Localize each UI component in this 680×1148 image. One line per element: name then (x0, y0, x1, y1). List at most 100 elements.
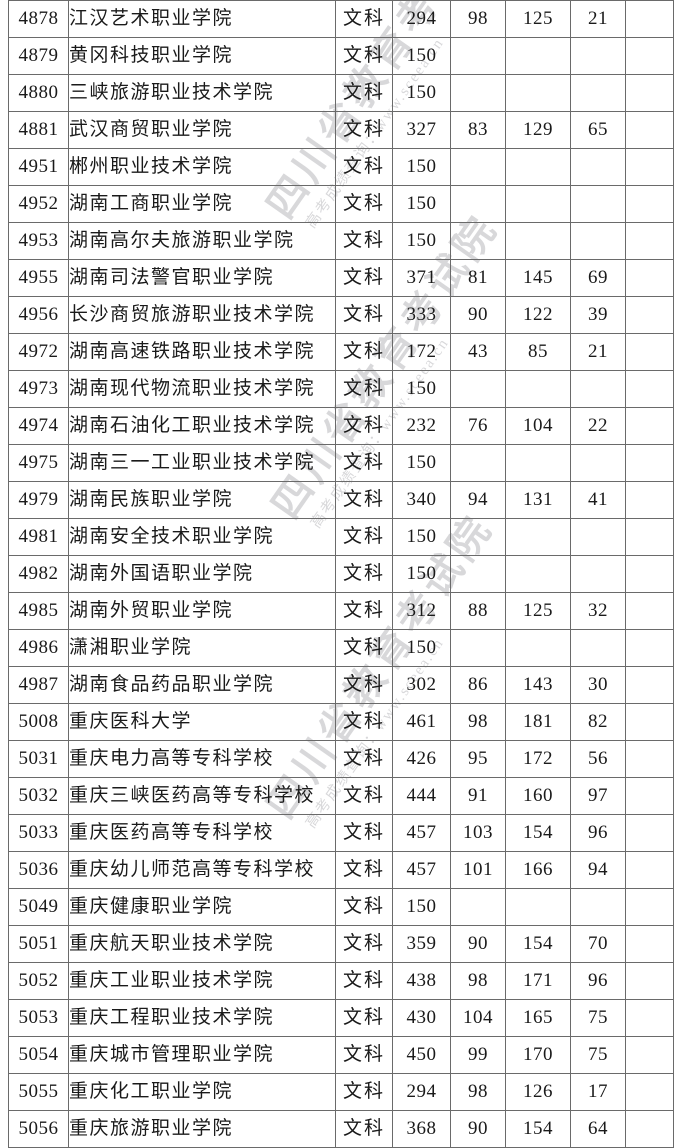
cell-score-total: 450 (392, 1036, 451, 1074)
cell-score-chinese: 98 (450, 1073, 506, 1111)
cell-school-code: 5049 (8, 888, 69, 926)
cell-score-math (570, 222, 626, 260)
cell-school-name: 湖南外国语职业学院 (68, 555, 336, 593)
cell-score-total: 438 (392, 962, 451, 1000)
cell-school-code: 4973 (8, 370, 69, 408)
cell-score-comprehensive: 125 (505, 592, 571, 630)
cell-score-total: 150 (392, 148, 451, 186)
cell-score-comprehensive (505, 555, 571, 593)
table-row: 4986 潇湘职业学院 文科 150 (8, 629, 674, 667)
cell-score-comprehensive: 145 (505, 259, 571, 297)
table-row: 4973 湖南现代物流职业技术学院 文科 150 (8, 370, 674, 408)
cell-score-math: 75 (570, 1036, 626, 1074)
cell-score-comprehensive: 172 (505, 740, 571, 778)
cell-score-chinese: 90 (450, 925, 506, 963)
cell-score-math: 22 (570, 407, 626, 445)
cell-school-name: 湖南司法警官职业学院 (68, 259, 336, 297)
cell-score-total: 172 (392, 333, 451, 371)
cell-school-code: 5033 (8, 814, 69, 852)
cell-score-math (570, 74, 626, 112)
cell-score-extra (625, 888, 674, 926)
cell-school-name: 湖南三一工业职业技术学院 (68, 444, 336, 482)
cell-school-name: 湖南高尔夫旅游职业学院 (68, 222, 336, 260)
cell-score-comprehensive: 154 (505, 925, 571, 963)
cell-score-chinese: 95 (450, 740, 506, 778)
cell-score-total: 294 (392, 0, 451, 38)
cell-score-total: 327 (392, 111, 451, 149)
cell-score-extra (625, 851, 674, 889)
cell-score-extra (625, 148, 674, 186)
cell-school-name: 长沙商贸旅游职业技术学院 (68, 296, 336, 334)
cell-score-comprehensive: 160 (505, 777, 571, 815)
cell-score-comprehensive (505, 629, 571, 667)
cell-subject-category: 文科 (335, 111, 393, 149)
cell-school-name: 郴州职业技术学院 (68, 148, 336, 186)
cell-school-code: 5032 (8, 777, 69, 815)
cell-score-math (570, 518, 626, 556)
cell-score-total: 368 (392, 1110, 451, 1148)
cell-score-comprehensive (505, 518, 571, 556)
cell-score-comprehensive: 131 (505, 481, 571, 519)
cell-school-code: 4880 (8, 74, 69, 112)
cell-score-extra (625, 629, 674, 667)
cell-subject-category: 文科 (335, 740, 393, 778)
cell-score-comprehensive: 125 (505, 0, 571, 38)
cell-score-extra (625, 555, 674, 593)
cell-score-comprehensive: 165 (505, 999, 571, 1037)
cell-score-comprehensive (505, 888, 571, 926)
table-row: 4881 武汉商贸职业学院 文科 327 83 129 65 (8, 111, 674, 149)
cell-score-chinese (450, 148, 506, 186)
table-row: 4952 湖南工商职业学院 文科 150 (8, 185, 674, 223)
cell-subject-category: 文科 (335, 777, 393, 815)
cell-school-name: 重庆航天职业技术学院 (68, 925, 336, 963)
cell-subject-category: 文科 (335, 1036, 393, 1074)
cell-school-name: 武汉商贸职业学院 (68, 111, 336, 149)
cell-school-code: 4985 (8, 592, 69, 630)
cell-school-name: 重庆三峡医药高等专科学校 (68, 777, 336, 815)
cell-score-chinese: 104 (450, 999, 506, 1037)
cell-score-math: 21 (570, 333, 626, 371)
table-row: 5008 重庆医科大学 文科 461 98 181 82 (8, 703, 674, 741)
cell-subject-category: 文科 (335, 296, 393, 334)
cell-score-math: 94 (570, 851, 626, 889)
cell-score-extra (625, 37, 674, 75)
cell-school-name: 江汉艺术职业学院 (68, 0, 336, 38)
cell-score-total: 150 (392, 518, 451, 556)
cell-subject-category: 文科 (335, 629, 393, 667)
cell-score-total: 359 (392, 925, 451, 963)
cell-score-math (570, 148, 626, 186)
cell-school-code: 4987 (8, 666, 69, 704)
cell-score-chinese (450, 185, 506, 223)
cell-subject-category: 文科 (335, 555, 393, 593)
table-row: 4974 湖南石油化工职业技术学院 文科 232 76 104 22 (8, 407, 674, 445)
cell-subject-category: 文科 (335, 999, 393, 1037)
cell-school-code: 4955 (8, 259, 69, 297)
cell-score-chinese (450, 518, 506, 556)
cell-score-total: 444 (392, 777, 451, 815)
cell-school-name: 重庆健康职业学院 (68, 888, 336, 926)
cell-score-math (570, 185, 626, 223)
cell-score-comprehensive (505, 148, 571, 186)
cell-score-math: 65 (570, 111, 626, 149)
cell-score-math: 17 (570, 1073, 626, 1111)
cell-score-comprehensive: 129 (505, 111, 571, 149)
table-row: 4953 湖南高尔夫旅游职业学院 文科 150 (8, 222, 674, 260)
cell-subject-category: 文科 (335, 185, 393, 223)
cell-subject-category: 文科 (335, 481, 393, 519)
cell-score-math: 75 (570, 999, 626, 1037)
cell-school-name: 湖南安全技术职业学院 (68, 518, 336, 556)
cell-score-math (570, 37, 626, 75)
cell-school-name: 潇湘职业学院 (68, 629, 336, 667)
cell-school-name: 重庆电力高等专科学校 (68, 740, 336, 778)
cell-school-code: 4981 (8, 518, 69, 556)
cell-score-extra (625, 518, 674, 556)
table-row: 5031 重庆电力高等专科学校 文科 426 95 172 56 (8, 740, 674, 778)
cell-school-code: 4975 (8, 444, 69, 482)
cell-score-total: 340 (392, 481, 451, 519)
cell-school-code: 4986 (8, 629, 69, 667)
cell-score-chinese: 88 (450, 592, 506, 630)
table-row: 4975 湖南三一工业职业技术学院 文科 150 (8, 444, 674, 482)
table-row: 5033 重庆医药高等专科学校 文科 457 103 154 96 (8, 814, 674, 852)
cell-score-extra (625, 777, 674, 815)
cell-subject-category: 文科 (335, 888, 393, 926)
